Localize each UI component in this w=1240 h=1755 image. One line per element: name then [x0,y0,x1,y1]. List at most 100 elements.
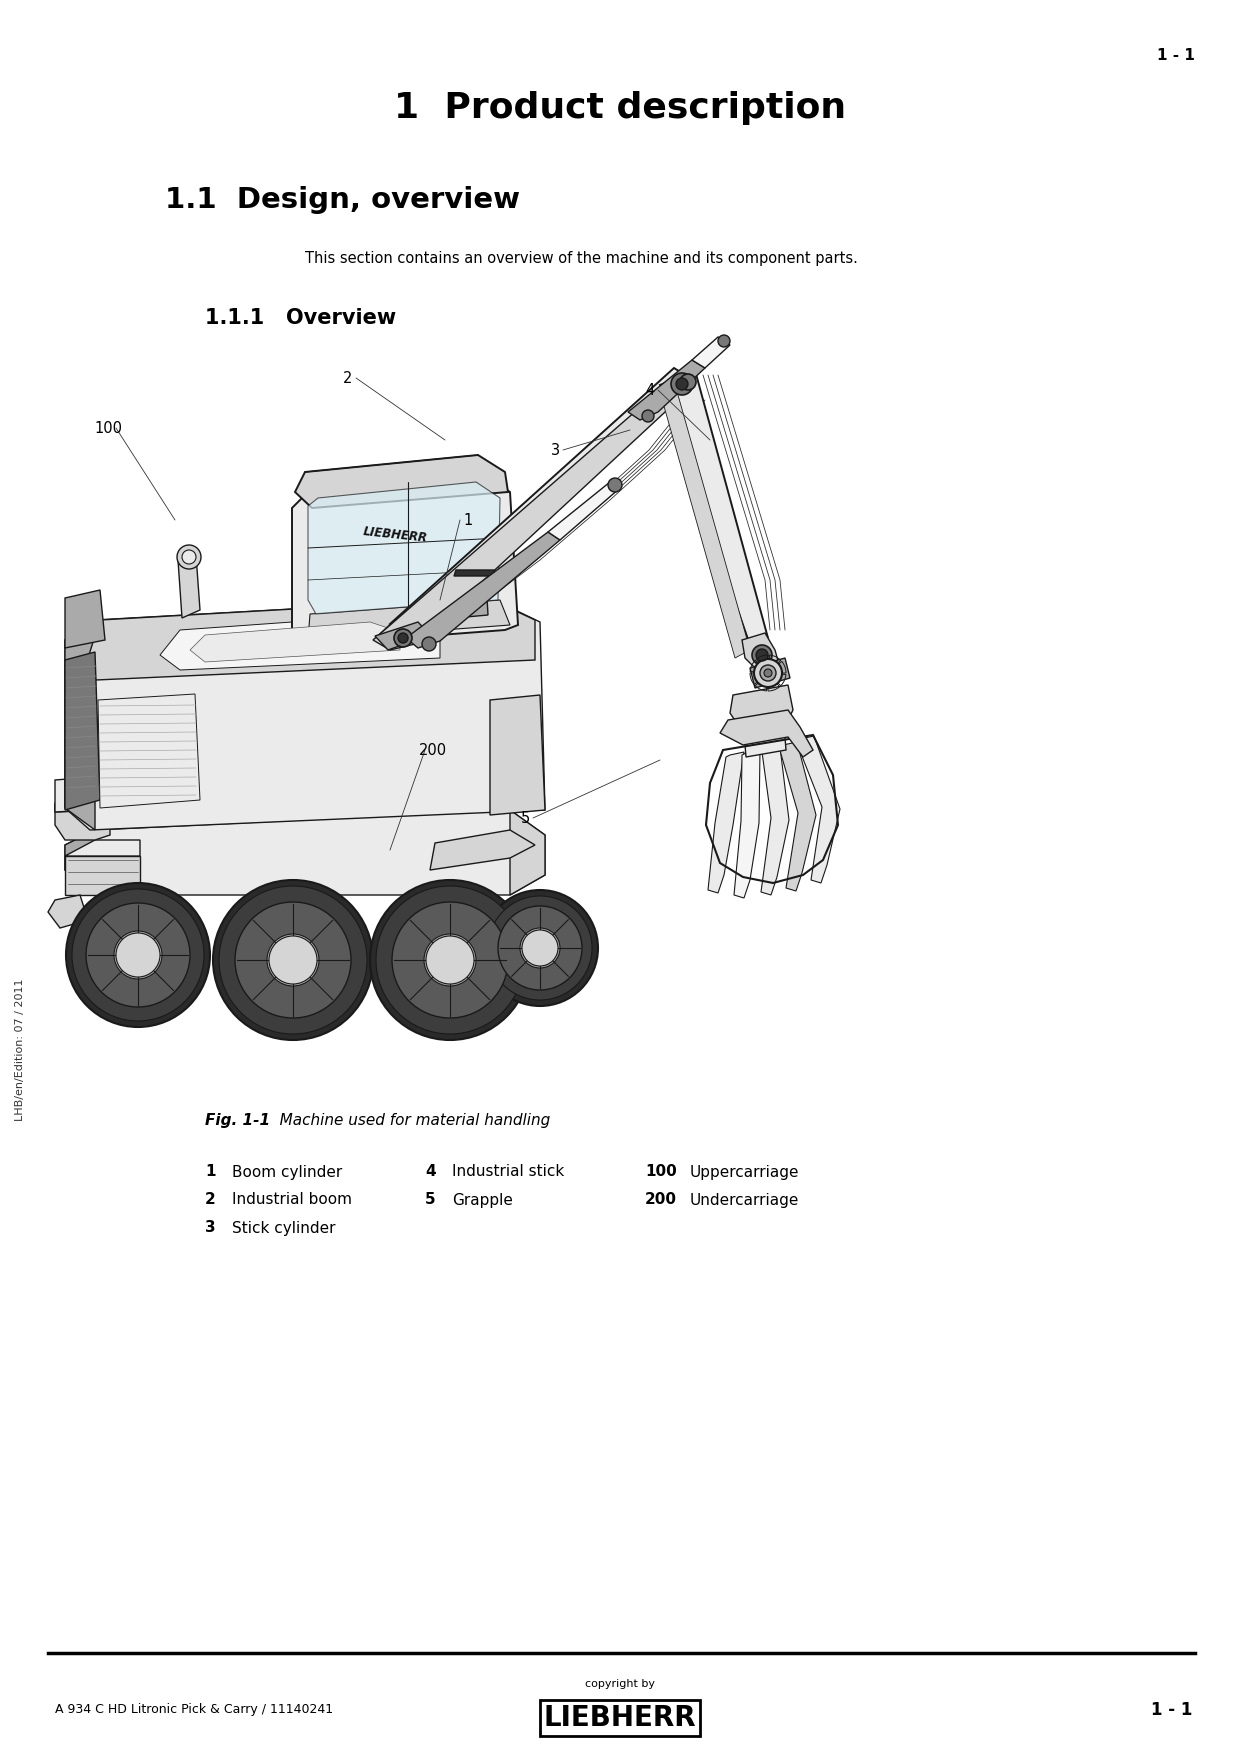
Polygon shape [430,830,534,870]
Polygon shape [660,388,750,658]
Text: 4: 4 [425,1165,435,1179]
Polygon shape [405,532,560,648]
Polygon shape [64,620,95,830]
Polygon shape [510,811,546,895]
Polygon shape [743,713,786,756]
Circle shape [219,886,367,1034]
Polygon shape [64,598,546,830]
Polygon shape [48,895,88,928]
Text: A 934 C HD Litronic Pick & Carry / 11140241: A 934 C HD Litronic Pick & Carry / 11140… [55,1704,334,1716]
Polygon shape [463,576,492,583]
Text: LHB/en/Edition: 07 / 2011: LHB/en/Edition: 07 / 2011 [15,979,25,1121]
Polygon shape [190,621,401,662]
Polygon shape [88,598,534,679]
Text: LIEBHERR: LIEBHERR [543,1704,697,1732]
Polygon shape [64,830,95,895]
Circle shape [522,930,558,965]
Text: 2: 2 [343,370,352,386]
Polygon shape [179,555,200,618]
Circle shape [392,902,508,1018]
Circle shape [394,628,412,648]
Polygon shape [55,777,91,813]
Text: 200: 200 [645,1192,677,1207]
Circle shape [236,902,351,1018]
Polygon shape [734,749,760,899]
Text: 100: 100 [645,1165,677,1179]
Polygon shape [454,570,496,576]
Text: 1 - 1: 1 - 1 [1157,47,1195,63]
Circle shape [376,886,525,1034]
Text: 1.1  Design, overview: 1.1 Design, overview [165,186,520,214]
Text: 3: 3 [551,442,559,458]
Polygon shape [692,337,730,369]
Circle shape [427,935,474,985]
Text: 1: 1 [464,512,472,528]
Polygon shape [64,811,546,895]
Circle shape [676,377,688,390]
Text: Grapple: Grapple [453,1192,513,1207]
Polygon shape [55,790,110,841]
Text: 5: 5 [521,811,529,825]
Circle shape [182,549,196,563]
Circle shape [213,879,373,1041]
Circle shape [177,546,201,569]
Polygon shape [761,748,789,895]
Circle shape [751,646,773,665]
Polygon shape [55,799,110,813]
Circle shape [422,637,436,651]
Polygon shape [373,390,678,649]
Text: copyright by: copyright by [585,1680,655,1688]
Text: 2: 2 [205,1192,216,1207]
Circle shape [398,634,408,642]
Circle shape [608,477,622,491]
Text: Boom cylinder: Boom cylinder [232,1165,342,1179]
Polygon shape [98,693,200,807]
Text: Fig. 1-1: Fig. 1-1 [205,1113,270,1127]
Text: 1: 1 [205,1165,216,1179]
Polygon shape [750,658,790,688]
Circle shape [760,665,776,681]
Text: 1.1.1   Overview: 1.1.1 Overview [205,307,396,328]
Text: 3: 3 [205,1220,216,1236]
Text: 4: 4 [645,383,655,397]
Circle shape [66,883,210,1027]
Circle shape [114,930,162,979]
Polygon shape [374,621,430,649]
Polygon shape [64,653,100,811]
Polygon shape [720,711,813,756]
Polygon shape [466,579,489,618]
Text: 1  Product description: 1 Product description [394,91,846,125]
Polygon shape [308,483,500,614]
Circle shape [424,934,476,986]
Text: Stick cylinder: Stick cylinder [232,1220,336,1236]
Circle shape [498,906,582,990]
Circle shape [267,934,319,986]
Text: Uppercarriage: Uppercarriage [689,1165,800,1179]
Polygon shape [64,590,105,648]
Circle shape [370,879,529,1041]
Circle shape [489,897,591,1000]
Circle shape [117,934,160,978]
Text: Machine used for material handling: Machine used for material handling [265,1113,551,1127]
Text: This section contains an overview of the machine and its component parts.: This section contains an overview of the… [305,251,858,265]
Polygon shape [64,841,140,856]
Circle shape [754,658,782,686]
Polygon shape [796,735,839,883]
Circle shape [482,890,598,1006]
Circle shape [680,374,696,390]
Circle shape [756,649,768,662]
Polygon shape [295,455,508,507]
Polygon shape [490,695,546,814]
Polygon shape [660,374,768,646]
Polygon shape [548,483,620,541]
Text: 100: 100 [94,421,122,435]
Polygon shape [373,369,675,641]
Polygon shape [160,614,440,670]
Circle shape [269,935,317,985]
Circle shape [86,904,190,1007]
Circle shape [520,928,560,969]
Circle shape [718,335,730,347]
Text: 200: 200 [419,742,448,758]
Text: Industrial boom: Industrial boom [232,1192,352,1207]
Polygon shape [627,360,706,419]
